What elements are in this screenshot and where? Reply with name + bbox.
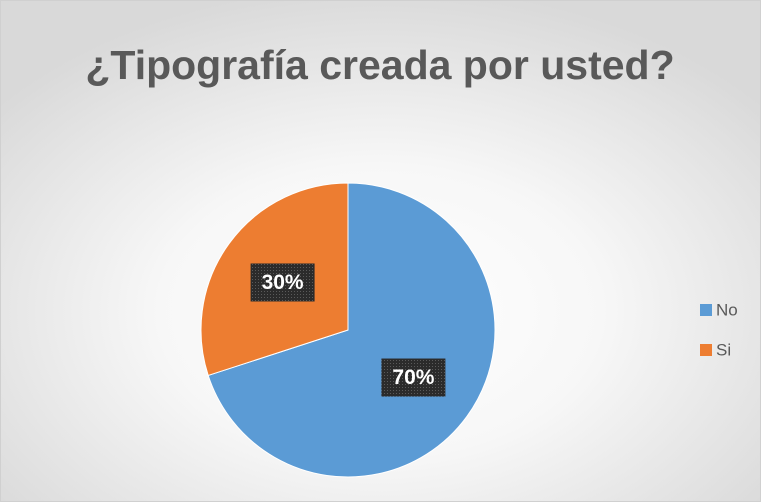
data-label: 30%	[262, 271, 304, 294]
data-label-box	[381, 358, 446, 397]
legend-swatch	[700, 304, 712, 316]
data-label-box	[250, 263, 315, 302]
legend-label: Si	[716, 340, 731, 359]
legend-label: No	[716, 300, 738, 319]
chart-title: ¿Tipografía creada por usted?	[85, 42, 674, 88]
data-label: 70%	[392, 366, 434, 389]
legend-swatch	[700, 344, 712, 356]
pie-slice	[207, 182, 496, 478]
